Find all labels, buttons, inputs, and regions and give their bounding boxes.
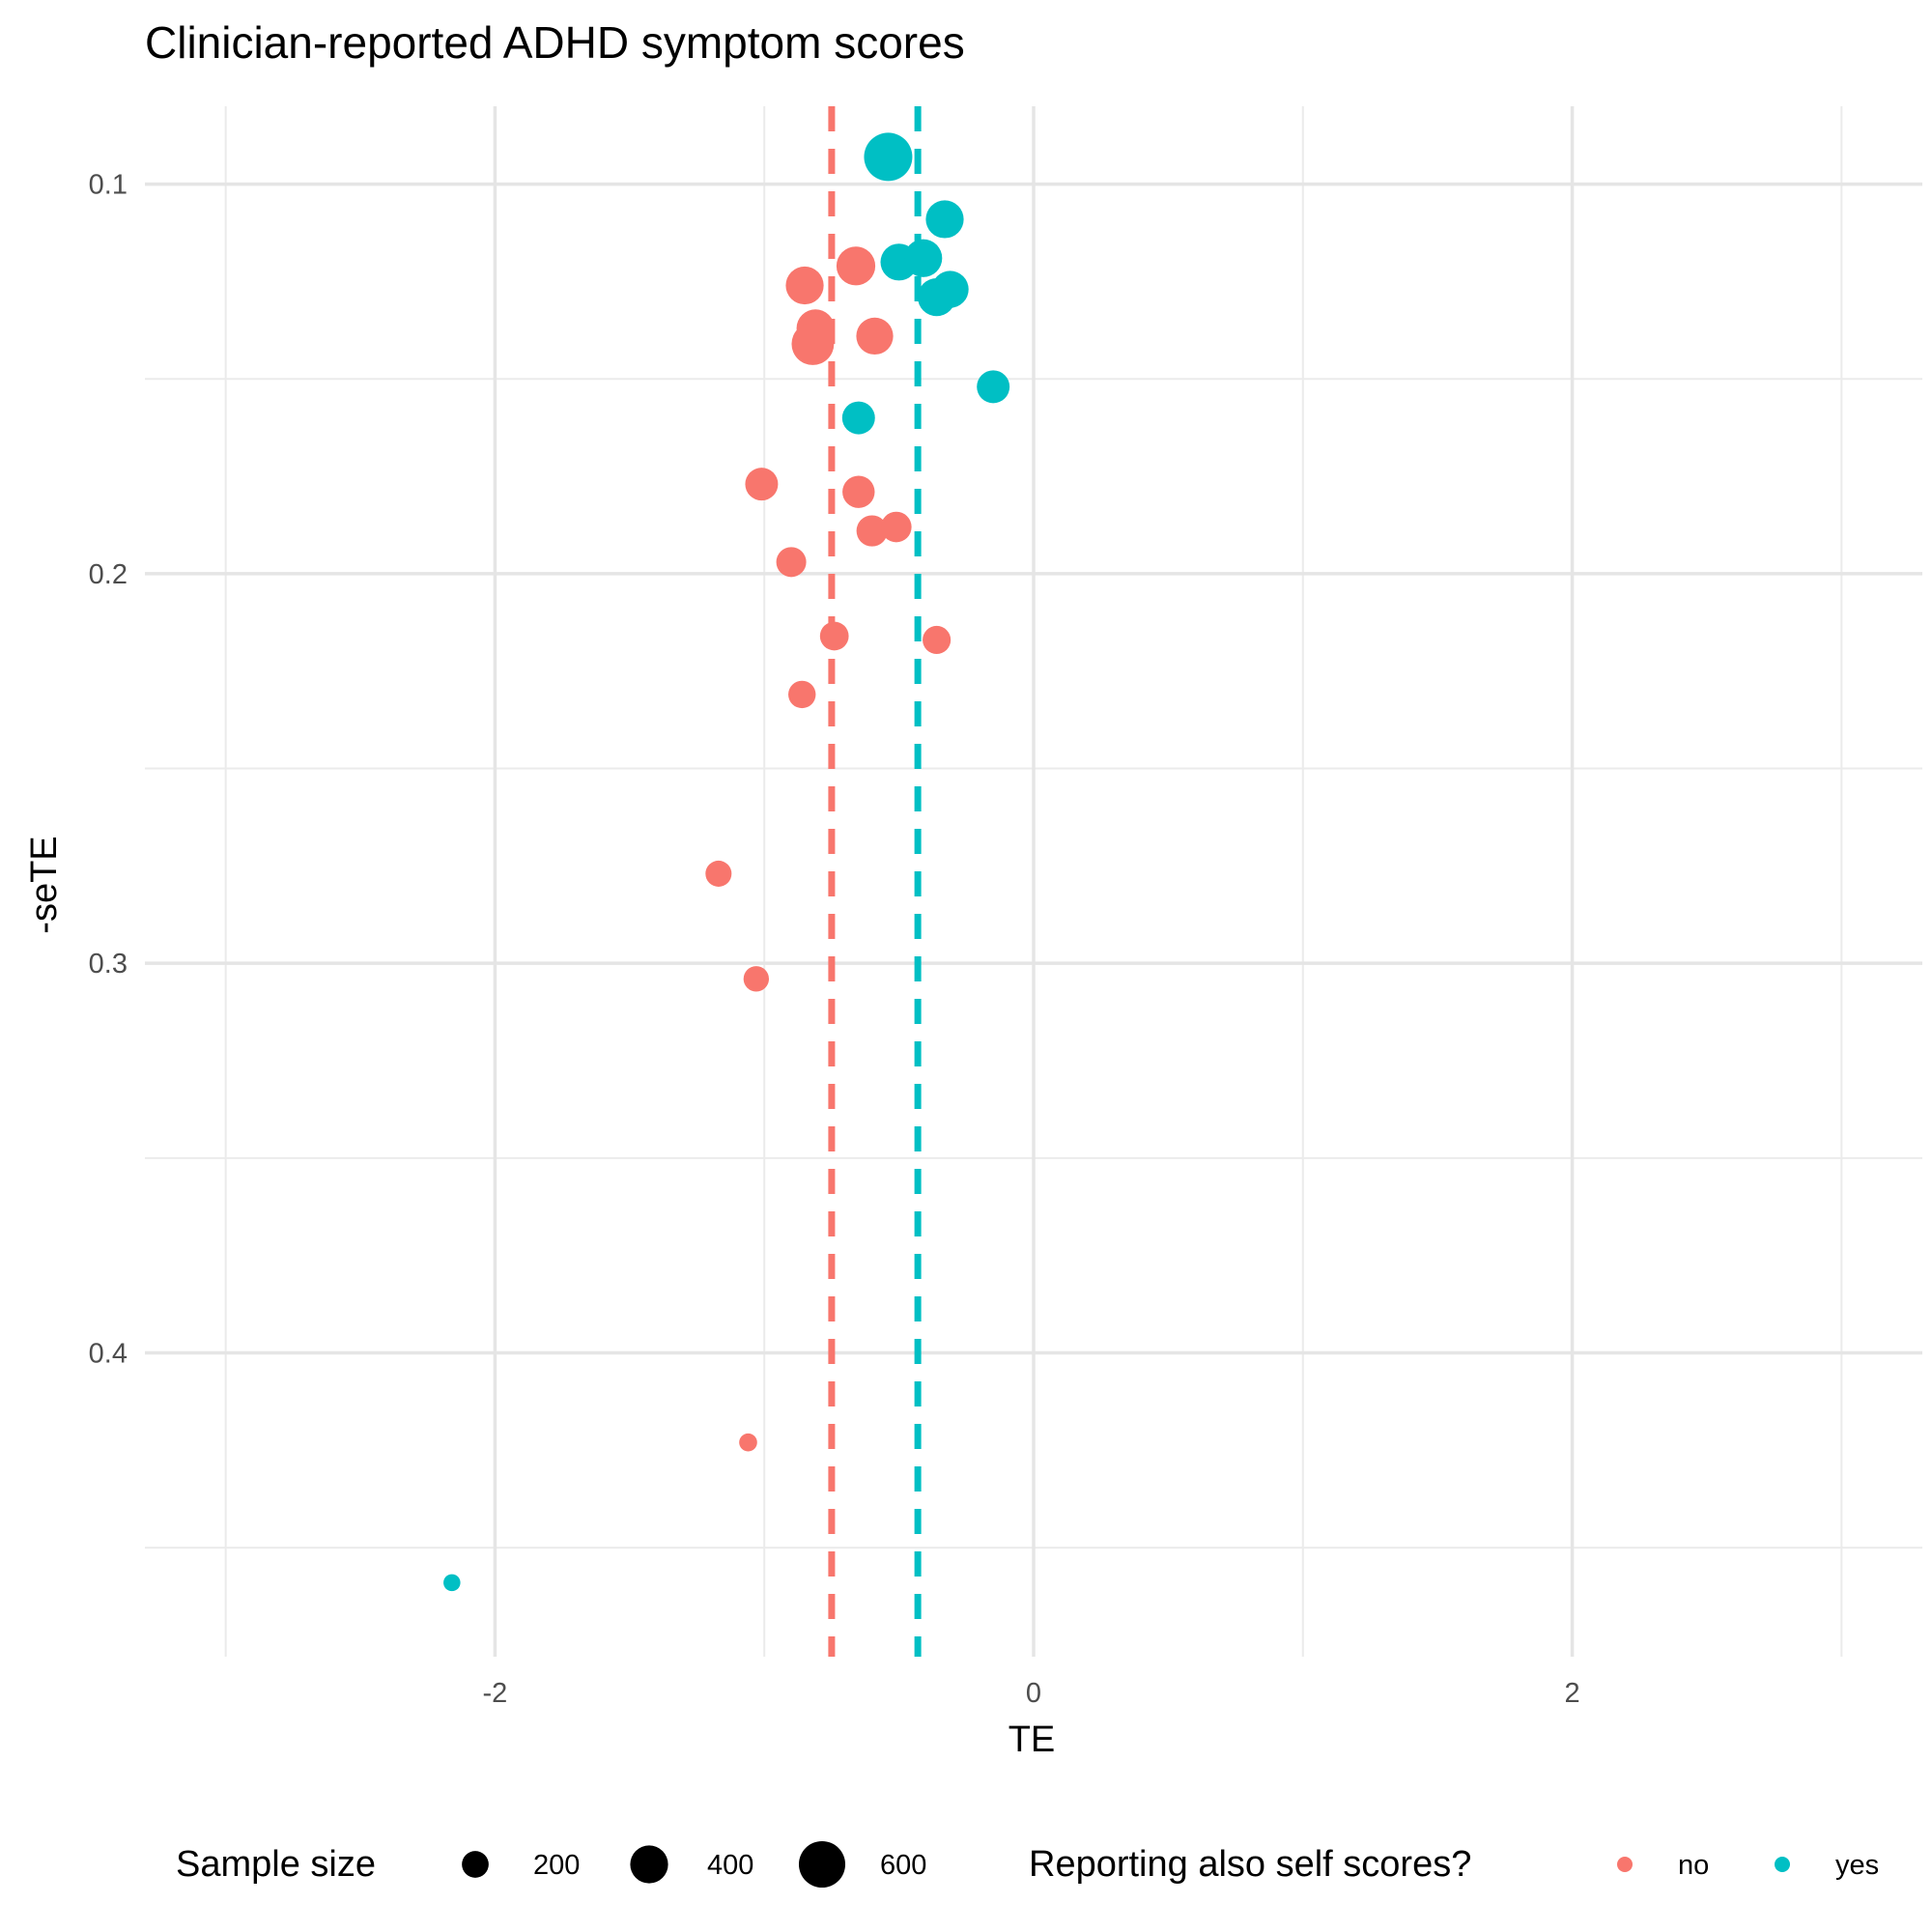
x-axis-title: TE — [1009, 1719, 1056, 1760]
y-tick-label: 0.1 — [89, 170, 128, 201]
legend-color-key-yes — [1775, 1857, 1790, 1872]
point-no-7 — [842, 475, 875, 508]
point-no-13 — [788, 680, 816, 709]
legend-size-keys: 200 400 600 — [462, 1840, 926, 1889]
reference-lines — [828, 106, 922, 1657]
x-tick-label: 0 — [1026, 1678, 1041, 1709]
legend-size-key-600 — [798, 1840, 846, 1889]
point-yes-6 — [931, 270, 969, 308]
y-axis-title: -seTE — [24, 836, 65, 933]
point-no-5 — [856, 317, 894, 355]
point-yes-9 — [443, 1574, 461, 1592]
legend-color-key-no — [1617, 1857, 1633, 1872]
point-no-1 — [785, 266, 824, 305]
point-no-8 — [856, 515, 888, 547]
data-points — [443, 132, 1010, 1592]
point-yes-2 — [925, 200, 964, 239]
point-no-10 — [776, 547, 807, 578]
point-no-16 — [739, 1433, 757, 1452]
legend-size-label: 200 — [533, 1850, 580, 1881]
grid — [145, 106, 1922, 1657]
legend-color-title: Reporting also self scores? — [1029, 1844, 1471, 1885]
x-tick-label: -2 — [483, 1678, 508, 1709]
legend: Sample size 200 400 600 Reporting also sel… — [176, 1840, 1879, 1889]
legend-color-keys: no yes — [1617, 1850, 1879, 1881]
point-no-4 — [791, 323, 835, 365]
tick-labels: -2 0 2 0.1 0.2 0.3 0.4 — [89, 170, 1580, 1709]
point-no-15 — [743, 966, 770, 992]
legend-size-title: Sample size — [176, 1844, 376, 1885]
legend-color-label: no — [1678, 1850, 1709, 1881]
legend-size-label: 600 — [880, 1850, 926, 1881]
y-tick-label: 0.2 — [89, 559, 128, 590]
point-no-2 — [836, 246, 876, 286]
legend-size-key-200 — [462, 1851, 489, 1878]
point-no-11 — [819, 621, 849, 651]
legend-size-label: 400 — [707, 1850, 753, 1881]
point-yes-7 — [977, 370, 1010, 404]
point-no-14 — [705, 860, 732, 887]
point-no-6 — [745, 468, 779, 501]
legend-color-label: yes — [1835, 1850, 1879, 1881]
x-tick-label: 2 — [1565, 1678, 1580, 1709]
point-yes-4 — [904, 239, 943, 277]
point-no-12 — [923, 625, 952, 655]
y-tick-label: 0.4 — [89, 1338, 128, 1369]
chart-title: Clinician-reported ADHD symptom scores — [145, 17, 965, 68]
point-yes-1 — [864, 132, 913, 182]
y-tick-label: 0.3 — [89, 949, 128, 980]
legend-size-key-400 — [630, 1845, 668, 1884]
point-yes-8 — [841, 401, 875, 435]
point-no-9 — [881, 511, 912, 543]
